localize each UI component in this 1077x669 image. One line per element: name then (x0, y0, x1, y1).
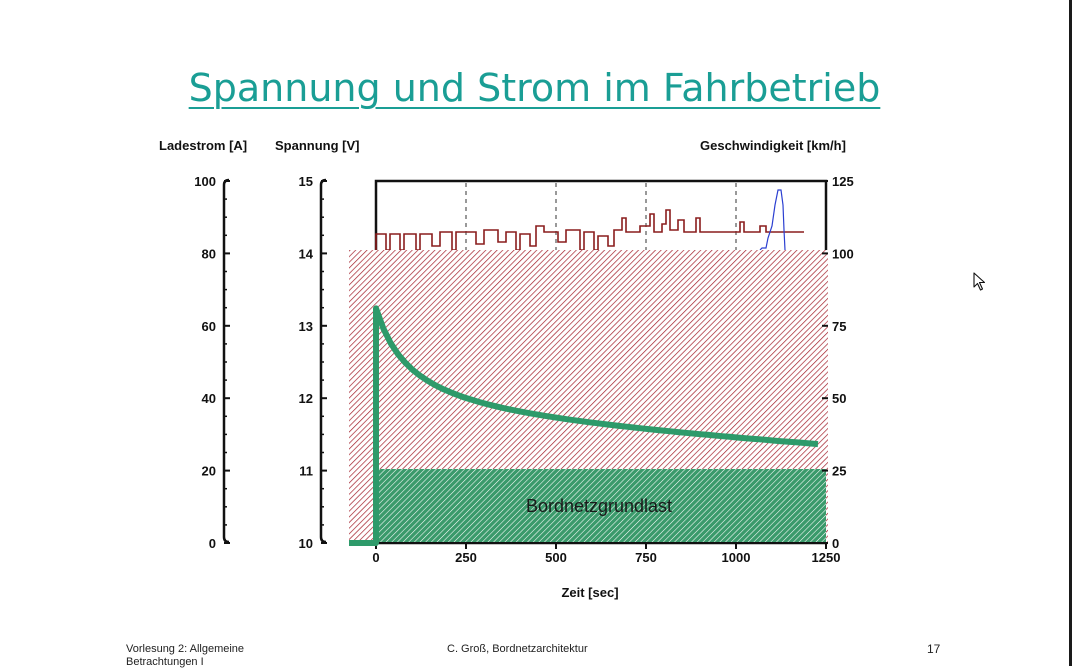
geschwindigkeit-tick-label: 100 (832, 246, 854, 261)
ladestrom-axis-title: Ladestrom [A] (159, 138, 248, 153)
ladestrom-tick-label: 20 (202, 464, 216, 479)
x-tick-label: 750 (635, 550, 657, 565)
mouse-cursor-icon (973, 272, 986, 291)
decay-curve (349, 305, 819, 546)
page-number: 17 (927, 642, 941, 656)
geschwindigkeit-tick-label: 50 (832, 391, 846, 406)
spannung-tick-label: 15 (299, 174, 313, 189)
ladestrom-axis: 0 20 40 60 80 100 (194, 174, 230, 551)
spannung-axis-title: Spannung [V] (275, 138, 360, 153)
x-tick-label: 1000 (722, 550, 751, 565)
slide-title: Spannung und Strom im Fahrbetrieb (188, 66, 881, 110)
geschwindigkeit-tick-label: 0 (832, 536, 839, 551)
spannung-tick-label: 14 (299, 246, 314, 261)
spannung-tick-label: 10 (299, 536, 313, 551)
footer-lecture: Vorlesung 2: Allgemeine Betrachtungen I (126, 643, 245, 668)
x-tick-label: 0 (372, 550, 379, 565)
x-tick-label: 250 (455, 550, 477, 565)
geschwindigkeit-tick-label: 75 (832, 319, 846, 334)
ladestrom-tick-label: 80 (202, 246, 216, 261)
ladestrom-tick-label: 60 (202, 319, 216, 334)
spannung-tick-label: 12 (299, 391, 313, 406)
slide-border (1069, 0, 1072, 666)
x-tick-label: 500 (545, 550, 567, 565)
spannung-tick-label: 11 (299, 464, 313, 479)
x-axis-title: Zeit [sec] (561, 585, 619, 600)
x-axis: 0 250 500 750 1000 1250 (372, 542, 841, 565)
base-load-area (376, 469, 826, 543)
voltage-trace (375, 209, 804, 251)
spannung-tick-label: 13 (299, 319, 313, 334)
base-load-label: Bordnetzgrundlast (526, 496, 672, 516)
geschwindigkeit-tick-label: 125 (832, 174, 854, 189)
footer-author: C. Groß, Bordnetzarchitektur (447, 643, 588, 655)
geschwindigkeit-tick-label: 25 (832, 464, 846, 479)
geschwindigkeit-axis-title: Geschwindigkeit [km/h] (700, 138, 846, 153)
ladestrom-tick-label: 0 (209, 536, 216, 551)
spannung-axis: 10 11 12 13 14 15 (299, 174, 327, 551)
geschwindigkeit-axis: 0 25 50 75 100 125 (822, 174, 854, 551)
x-tick-label: 1250 (812, 550, 841, 565)
ladestrom-tick-label: 40 (202, 391, 216, 406)
ladestrom-tick-label: 100 (194, 174, 216, 189)
speed-trace (759, 189, 786, 251)
